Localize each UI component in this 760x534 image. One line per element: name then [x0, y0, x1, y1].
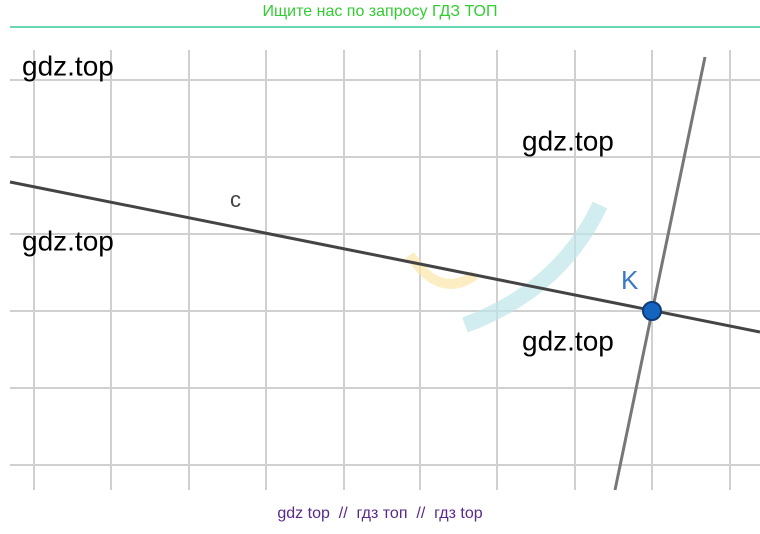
- line-c: [9, 180, 760, 334]
- watermark: gdz.top: [522, 325, 614, 356]
- watermark: gdz.top: [22, 50, 114, 81]
- header-text: Ищите нас по запросу ГДЗ ТОП: [263, 3, 498, 20]
- line: [613, 56, 707, 491]
- line-label: c: [230, 187, 241, 212]
- watermark: gdz.top: [522, 125, 614, 156]
- watermark: gdz.top: [22, 225, 114, 256]
- point-k: [642, 301, 662, 321]
- footer-text: gdz top // гдз топ // гдз top: [277, 505, 482, 522]
- point-label: K: [621, 265, 639, 295]
- grid: [10, 50, 760, 490]
- logo-arc: [462, 201, 608, 333]
